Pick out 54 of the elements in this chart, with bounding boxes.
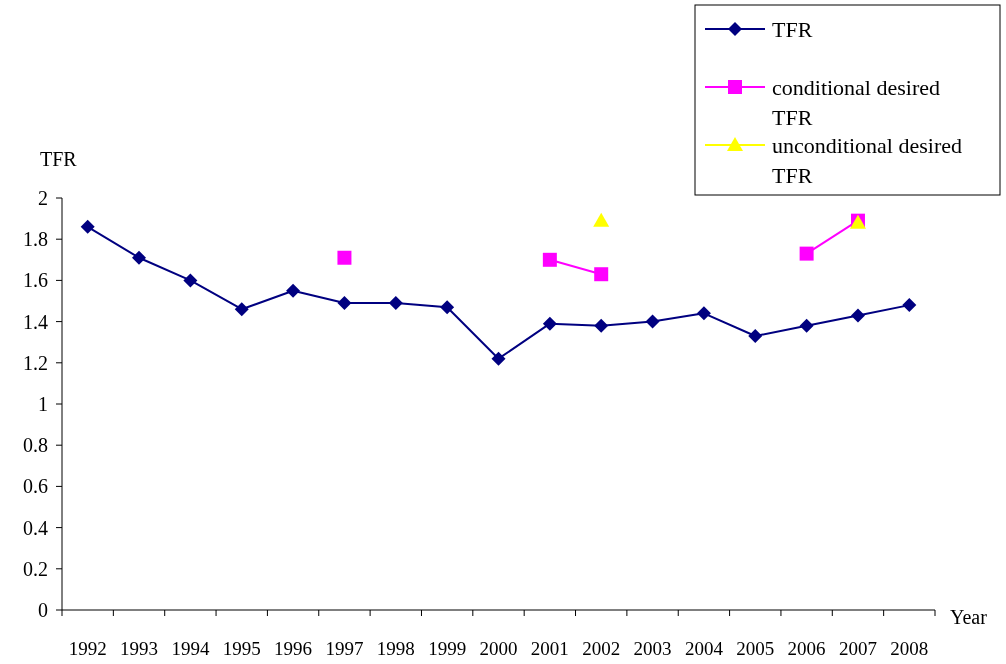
y-tick-label: 0.8	[23, 434, 48, 457]
x-tick-label: 1994	[171, 638, 210, 659]
x-tick-label: 1998	[376, 638, 415, 659]
point	[337, 296, 352, 311]
x-tick-label: 1992	[68, 638, 107, 659]
legend-label: TFR	[772, 16, 813, 42]
point	[132, 250, 147, 265]
x-tick-label: 2000	[479, 638, 518, 659]
point	[286, 283, 301, 298]
y-tick-label: 1	[38, 393, 48, 415]
x-tick-label: 2005	[736, 638, 775, 659]
x-tick-label: 2006	[787, 638, 826, 659]
y-tick-label: 1.8	[23, 228, 48, 251]
point	[80, 219, 95, 234]
x-tick-label: 1993	[120, 638, 159, 659]
y-tick-label: 0.2	[23, 557, 48, 580]
point	[902, 298, 917, 313]
x-tick-label: 1995	[222, 638, 261, 659]
point	[593, 212, 610, 227]
x-tick-label: 2002	[582, 638, 621, 659]
x-tick-label: 1996	[274, 638, 313, 659]
point	[491, 351, 506, 366]
x-axis-title: Year	[950, 606, 988, 628]
point	[748, 329, 763, 344]
x-tick-label: 2007	[838, 638, 877, 659]
point	[234, 302, 249, 317]
x-tick-label: 2008	[890, 638, 929, 659]
point	[337, 250, 352, 265]
x-tick-label: 2001	[530, 638, 569, 659]
y-tick-label: 0.6	[23, 475, 48, 498]
legend-label: unconditional desired TFR	[772, 132, 963, 188]
point	[645, 314, 660, 329]
point	[183, 273, 198, 288]
y-axis-title: TFR	[40, 148, 78, 170]
y-tick-label: 2	[38, 187, 48, 209]
point	[799, 246, 814, 261]
point	[594, 267, 609, 282]
y-tick-label: 0.4	[23, 516, 48, 539]
point	[440, 300, 455, 315]
x-tick-label: 1999	[428, 638, 467, 659]
point	[542, 252, 557, 267]
x-tick-label: 2004	[684, 638, 724, 659]
point	[799, 318, 814, 333]
point	[594, 318, 609, 333]
point	[850, 308, 865, 323]
point	[388, 296, 403, 311]
y-tick-label: 1.4	[23, 310, 48, 333]
y-tick-label: 1.2	[23, 351, 48, 374]
y-tick-label: 1.6	[23, 269, 48, 292]
point	[696, 306, 711, 321]
x-tick-label: 1997	[325, 638, 364, 659]
x-tick-label: 2003	[633, 638, 672, 659]
point	[542, 316, 557, 331]
y-tick-label: 0	[38, 599, 48, 621]
